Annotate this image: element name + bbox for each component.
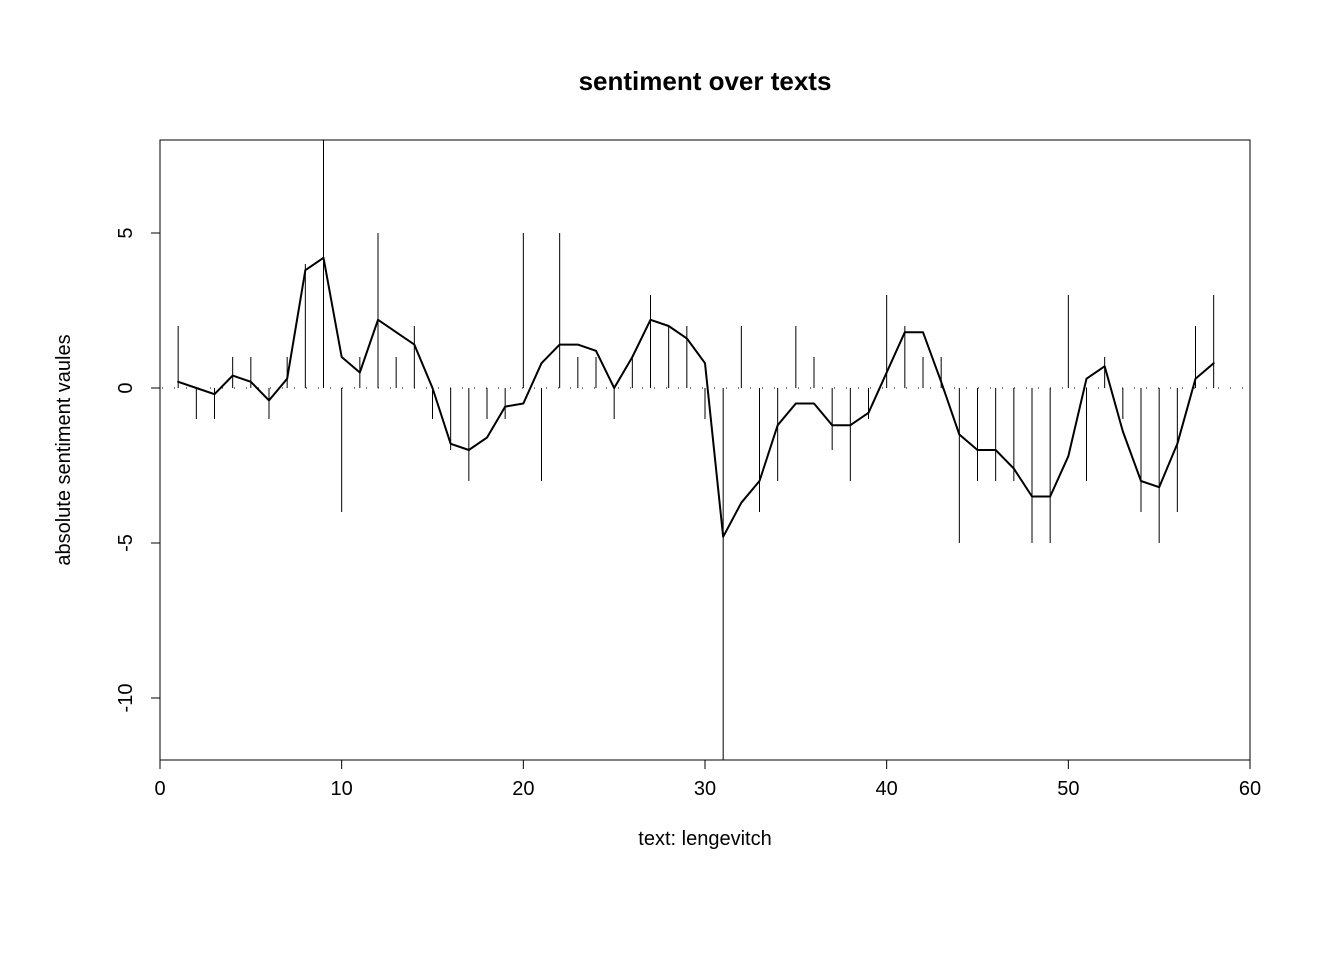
x-tick-label: 60 [1239,778,1261,800]
x-tick-label: 0 [154,778,165,800]
x-tick-label: 30 [694,778,716,800]
chart-title: sentiment over texts [579,66,832,96]
x-tick-label: 50 [1057,778,1079,800]
y-tick-label: -10 [115,684,137,713]
y-tick-label: -5 [115,534,137,552]
y-tick-label: 5 [115,227,137,238]
x-tick-label: 10 [331,778,353,800]
x-tick-label: 20 [512,778,534,800]
y-axis-label: absolute sentiment vaules [53,334,75,565]
sentiment-chart: sentiment over texts 0 10 20 30 40 50 60 -10 -5 0 5… [0,0,1344,960]
y-tick-label: 0 [115,382,137,393]
x-tick-label: 40 [876,778,898,800]
x-axis-label: text: lengevitch [638,828,771,850]
